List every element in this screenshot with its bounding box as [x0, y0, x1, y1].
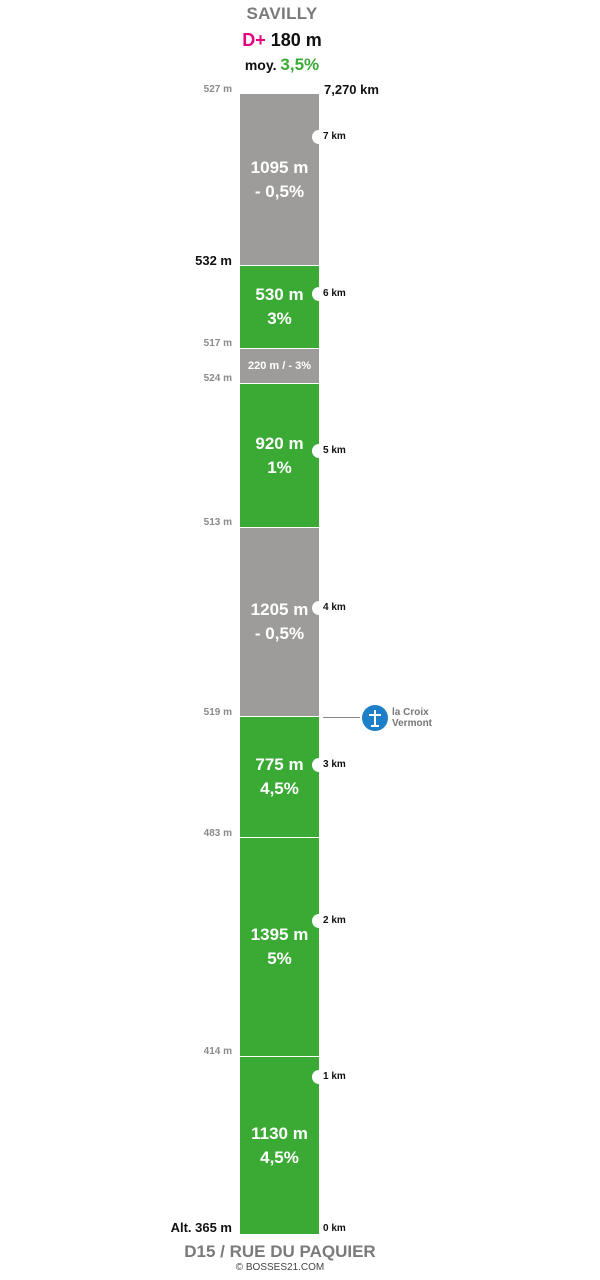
altitude-label: 414 m: [203, 1046, 232, 1057]
segment-length: 530 m: [255, 285, 304, 304]
segment-grade: 5%: [267, 949, 292, 968]
altitude-label: 524 m: [203, 373, 232, 384]
segment-2: 1395 m 5%: [240, 837, 319, 1056]
segment-grade: 3%: [267, 309, 292, 328]
altitude-label: 513 m: [203, 517, 232, 528]
segment-length: 220 m / - 3%: [248, 360, 311, 372]
km-marker: 0 km: [323, 1223, 346, 1234]
poi-label-line2: Vermont: [392, 718, 433, 729]
km-notch: [312, 444, 326, 458]
poi-leader-line: [323, 717, 360, 718]
km-notch: [312, 914, 326, 928]
cross-icon: [362, 705, 388, 731]
km-marker: 3 km: [323, 759, 346, 770]
km-marker: 2 km: [323, 915, 346, 926]
segment-1: 1130 m 4,5%: [240, 1056, 319, 1234]
segment-length: 1095 m: [250, 157, 309, 177]
altitude-label: 532 m: [195, 253, 232, 268]
segment-length: 1395 m: [250, 925, 309, 944]
segment-grade: - 0,5%: [254, 181, 305, 201]
poi-label: la Croix Vermont: [392, 707, 432, 729]
segment-8: 1095 m - 0,5%: [240, 94, 319, 265]
average-grade-label: moy.: [244, 57, 277, 73]
average-grade-value: 3,5%: [280, 55, 320, 74]
segment-3: 775 m 4,5%: [240, 716, 319, 837]
km-notch: [312, 130, 326, 144]
start-road-name: D15 / RUE DU PAQUIER: [184, 1242, 376, 1261]
poi-label-line1: la Croix: [392, 707, 429, 718]
km-notch: [312, 1070, 326, 1084]
segment-length: 1205 m: [250, 600, 309, 619]
km-marker: 1 km: [323, 1071, 346, 1082]
altitude-label: 519 m: [203, 707, 232, 718]
segment-7: 530 m 3%: [240, 265, 319, 348]
km-marker: 6 km: [323, 288, 346, 299]
segment-5: 920 m 1%: [240, 383, 319, 527]
altitude-start: Alt. 365 m: [170, 1220, 232, 1235]
segment-grade: 4,5%: [260, 1147, 299, 1167]
segment-grade: 1%: [267, 457, 292, 477]
elevation-gain: D+ 180 m: [0, 30, 564, 51]
elevation-gain-label: D+: [242, 30, 266, 50]
credit-link[interactable]: © BOSSES21.COM: [235, 1262, 325, 1273]
profile-column: 1095 m - 0,5% 530 m 3% 220 m / - 3% 920 …: [240, 94, 319, 1234]
altitude-label: 483 m: [203, 828, 232, 839]
average-grade: moy. 3,5%: [0, 55, 564, 75]
segment-grade: - 0,5%: [254, 624, 305, 643]
segment-length: 920 m: [255, 433, 304, 453]
segment-length: 775 m: [255, 755, 304, 774]
segment-length: 1130 m: [251, 1123, 308, 1143]
km-notch: [312, 601, 326, 615]
segment-6: 220 m / - 3%: [240, 348, 319, 383]
altitude-label: 517 m: [203, 338, 232, 349]
km-marker: 5 km: [323, 445, 346, 456]
altitude-label: 527 m: [203, 84, 232, 95]
km-notch: [312, 758, 326, 772]
climb-title: SAVILLY: [246, 4, 318, 23]
km-marker: 7 km: [323, 131, 346, 142]
total-distance: 7,270 km: [324, 82, 379, 97]
elevation-gain-value: 180 m: [270, 30, 322, 50]
segment-4: 1205 m - 0,5%: [240, 527, 319, 716]
km-notch: [312, 287, 326, 301]
segment-grade: 4,5%: [260, 779, 299, 798]
km-marker: 4 km: [323, 602, 346, 613]
